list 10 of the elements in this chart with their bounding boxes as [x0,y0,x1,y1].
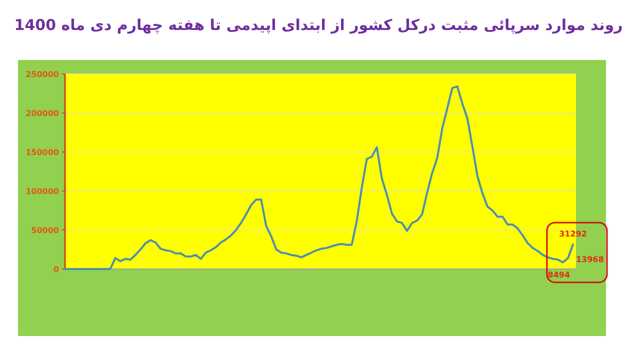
data-label: 8494 [548,270,571,280]
y-tick-label: 100000 [26,187,60,196]
y-tick-label: 200000 [26,109,60,118]
y-tick-label: 0 [53,265,60,274]
y-tick-label: 250000 [26,70,60,79]
y-tick-label: 50000 [31,226,60,235]
data-label: 13968 [576,255,604,264]
y-tick-label: 150000 [26,148,60,157]
data-label: 31292 [559,230,587,239]
chart-title: روند موارد سرپائی مثبت درکل کشور از ابتدای اپیدمی تا هفته چهارم دی ماه 1400 [14,16,623,34]
